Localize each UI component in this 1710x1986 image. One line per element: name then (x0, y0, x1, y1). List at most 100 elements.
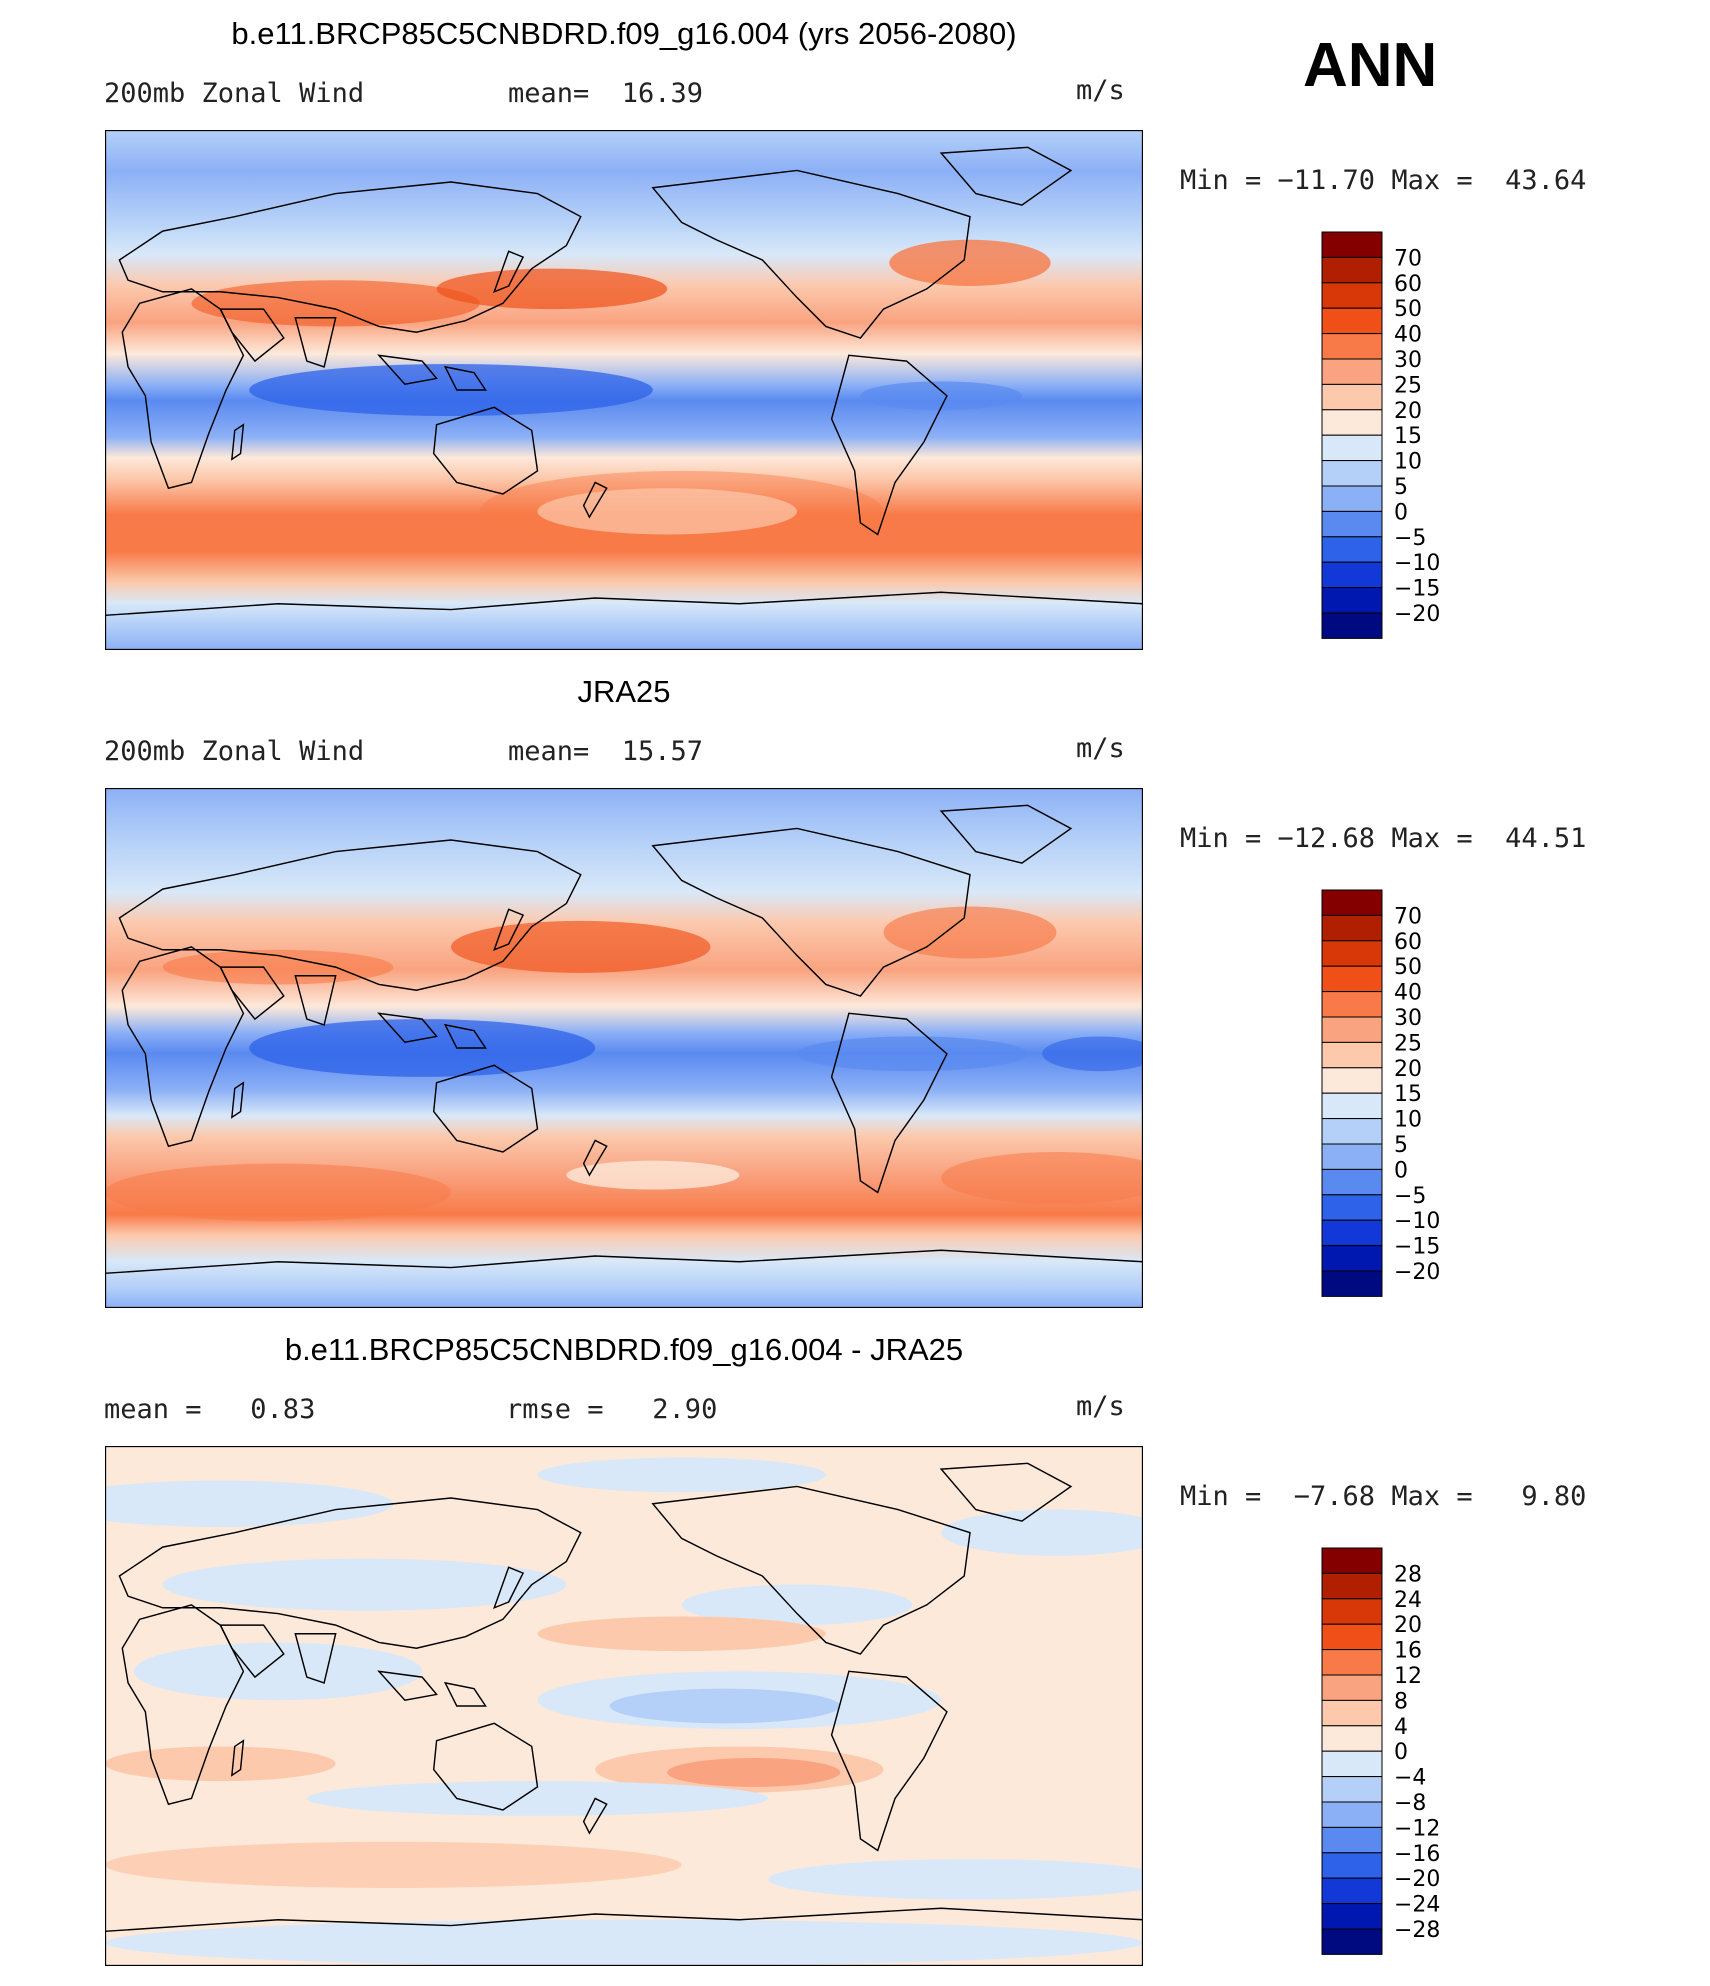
colorbar-swatch (1321, 1041, 1383, 1069)
colorbar-swatch (1321, 612, 1383, 639)
colorbar-tick-label: 70 (1394, 904, 1422, 929)
colorbar-tick-label: −5 (1394, 526, 1426, 551)
colorbar-swatch (1321, 940, 1383, 967)
colorbar-swatch (1321, 1877, 1383, 1905)
colorbar-tick-label: 4 (1394, 1715, 1408, 1740)
colorbar-swatch (1321, 434, 1383, 462)
panel2-variable-label: 200mb Zonal Wind (104, 736, 365, 767)
colorbar-swatch (1321, 1928, 1383, 1955)
colorbar-swatch (1321, 485, 1383, 512)
colorbar-tick-label: 28 (1394, 1562, 1422, 1587)
colorbar-tick-label: 10 (1394, 1108, 1422, 1133)
colorbar-swatch (1321, 1168, 1383, 1196)
colorbar-tick-label: 20 (1394, 1613, 1422, 1638)
colorbar-tick-label: 50 (1394, 297, 1422, 322)
colorbar-tick-label: 12 (1394, 1664, 1422, 1689)
colorbar-swatch (1321, 1270, 1383, 1297)
season-label: ANN (1303, 31, 1438, 100)
colorbar-swatch (1321, 1725, 1383, 1752)
colorbar-swatch (1321, 1801, 1383, 1828)
colorbar-tick-label: 25 (1394, 1031, 1422, 1056)
panel1-units-label: m/s (1076, 75, 1125, 106)
colorbar-swatch (1321, 1547, 1383, 1574)
colorbar-tick-label: 25 (1394, 373, 1422, 398)
colorbar-swatch (1321, 1826, 1383, 1854)
colorbar-swatch (1321, 460, 1383, 487)
panel1-title: b.e11.BRCP85C5CNBDRD.f09_g16.004 (yrs 20… (231, 16, 1017, 51)
colorbar-swatch (1321, 333, 1383, 360)
colorbar-swatch (1321, 256, 1383, 284)
panel1-colorbar-swatches (1321, 231, 1383, 639)
colorbar-swatch (1321, 561, 1383, 589)
colorbar-tick-label: 15 (1394, 424, 1422, 449)
colorbar-swatch (1321, 1750, 1383, 1778)
colorbar-tick-label: 50 (1394, 955, 1422, 980)
colorbar-swatch (1321, 307, 1383, 335)
colorbar-tick-label: −8 (1394, 1791, 1426, 1816)
colorbar-swatch (1321, 510, 1383, 538)
colorbar-tick-label: 10 (1394, 450, 1422, 475)
colorbar-swatch (1321, 1903, 1383, 1930)
colorbar-swatch (1321, 1245, 1383, 1272)
panel2-map (105, 788, 1143, 1308)
panel2-title: JRA25 (577, 674, 671, 709)
colorbar-tick-label: −24 (1394, 1893, 1440, 1918)
colorbar-tick-label: 5 (1394, 1133, 1408, 1158)
colorbar-swatch (1321, 1649, 1383, 1676)
colorbar-tick-label: −20 (1394, 1867, 1440, 1892)
colorbar-swatch (1321, 587, 1383, 614)
colorbar-tick-label: 40 (1394, 981, 1422, 1006)
colorbar-tick-label: 16 (1394, 1639, 1422, 1664)
colorbar-tick-label: 0 (1394, 1740, 1408, 1765)
colorbar-tick-label: −28 (1394, 1918, 1440, 1943)
panel2-minmax-label: Min = −12.68 Max = 44.51 (1180, 823, 1587, 854)
colorbar-swatch (1321, 282, 1383, 309)
colorbar-swatch (1321, 1118, 1383, 1145)
panel1-mean-label: mean= 16.39 (508, 78, 704, 109)
colorbar-tick-label: −20 (1394, 1260, 1440, 1285)
colorbar-swatch (1321, 1016, 1383, 1043)
colorbar-swatch (1321, 1699, 1383, 1727)
colorbar-tick-label: 15 (1394, 1082, 1422, 1107)
panel3-colorbar-swatches (1321, 1547, 1383, 1955)
colorbar-swatch (1321, 1219, 1383, 1247)
panel2-colorbar-swatches (1321, 889, 1383, 1297)
colorbar-tick-label: −16 (1394, 1842, 1440, 1867)
panel3-title: b.e11.BRCP85C5CNBDRD.f09_g16.004 - JRA25 (284, 1332, 964, 1367)
colorbar-swatch (1321, 1674, 1383, 1701)
colorbar-tick-label: −4 (1394, 1766, 1426, 1791)
colorbar-swatch (1321, 1623, 1383, 1651)
colorbar-tick-label: 60 (1394, 272, 1422, 297)
colorbar-tick-label: 40 (1394, 323, 1422, 348)
colorbar-tick-label: −10 (1394, 1209, 1440, 1234)
colorbar-tick-label: 60 (1394, 930, 1422, 955)
colorbar-tick-label: 8 (1394, 1689, 1408, 1714)
colorbar-tick-label: 24 (1394, 1588, 1422, 1613)
panel3-rmse-label: rmse = 2.90 (506, 1394, 718, 1425)
colorbar-swatch (1321, 889, 1383, 916)
colorbar-swatch (1321, 1194, 1383, 1221)
panel3-units-label: m/s (1076, 1391, 1125, 1422)
colorbar-swatch (1321, 409, 1383, 436)
panel2-mean-label: mean= 15.57 (508, 736, 704, 767)
panel3-mean-label: mean = 0.83 (104, 1394, 316, 1425)
panel3-minmax-label: Min = −7.68 Max = 9.80 (1180, 1481, 1587, 1512)
colorbar-tick-label: 0 (1394, 500, 1408, 525)
colorbar-swatch (1321, 358, 1383, 385)
colorbar-swatch (1321, 965, 1383, 993)
colorbar-swatch (1321, 1143, 1383, 1170)
colorbar-tick-label: 30 (1394, 1006, 1422, 1031)
colorbar-tick-label: 20 (1394, 399, 1422, 424)
colorbar-tick-label: −15 (1394, 577, 1440, 602)
panel1-minmax-label: Min = −11.70 Max = 43.64 (1180, 165, 1587, 196)
colorbar-swatch (1321, 383, 1383, 411)
colorbar-swatch (1321, 991, 1383, 1018)
colorbar-tick-label: −20 (1394, 602, 1440, 627)
colorbar-tick-label: 0 (1394, 1158, 1408, 1183)
colorbar-tick-label: −10 (1394, 551, 1440, 576)
colorbar-swatch (1321, 536, 1383, 563)
